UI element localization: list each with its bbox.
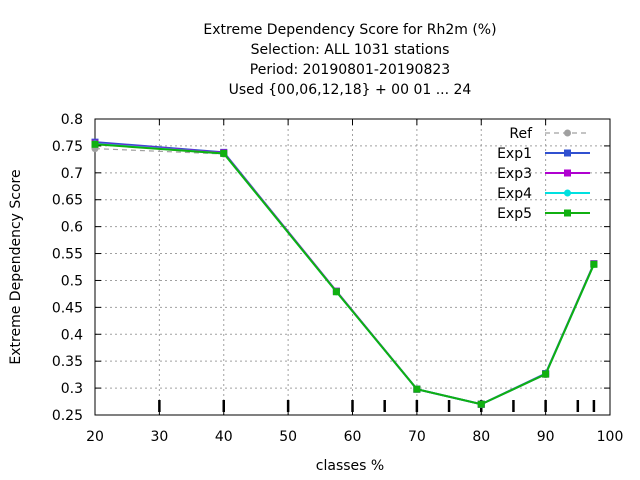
chart-title-line-1: Extreme Dependency Score for Rh2m (%) — [203, 22, 497, 38]
data-point — [220, 149, 228, 157]
legend-item-exp3: Exp3 — [497, 166, 590, 182]
series-ref — [91, 145, 598, 408]
legend-label: Exp1 — [497, 146, 532, 162]
data-point — [477, 400, 485, 408]
data-point — [564, 209, 571, 217]
y-tick-label: 0.5 — [61, 273, 83, 289]
y-tick-label: 0.35 — [52, 354, 83, 370]
x-tick-label: 50 — [279, 429, 297, 445]
x-axis-label: classes % — [316, 458, 384, 474]
data-point — [590, 260, 598, 268]
series-line — [94, 143, 595, 406]
y-tick-label: 0.3 — [61, 381, 83, 397]
legend-item-exp1: Exp1 — [497, 146, 590, 162]
x-tick-label: 60 — [344, 429, 362, 445]
x-tick-label: 20 — [86, 429, 104, 445]
y-tick-label: 0.8 — [61, 112, 83, 128]
y-tick-label: 0.45 — [52, 300, 83, 316]
data-point — [564, 189, 571, 197]
legend: Ref Exp1 Exp3 Exp4 Exp5 — [497, 126, 590, 222]
data-point — [564, 129, 571, 137]
series-exp5 — [91, 140, 598, 408]
legend-label: Exp5 — [497, 206, 532, 222]
legend-item-exp5: Exp5 — [497, 206, 590, 222]
x-tick-label: 40 — [215, 429, 233, 445]
chart-title-line-2: Selection: ALL 1031 stations — [250, 42, 450, 58]
legend-item-ref: Ref — [509, 126, 590, 142]
x-tick-label: 70 — [408, 429, 426, 445]
y-tick-label: 0.7 — [61, 166, 83, 182]
chart-title-line-3: Period: 20190801-20190823 — [249, 62, 451, 78]
data-point — [564, 149, 571, 157]
chart-title-line-4: Used {00,06,12,18} + 00 01 ... 24 — [228, 82, 472, 98]
y-tick-label: 0.4 — [61, 327, 83, 343]
axis-ticks: 0.25 0.3 0.35 0.4 0.45 0.5 0.55 0.6 0.65 0.7 0.75 0… — [52, 112, 624, 445]
series-line — [94, 142, 595, 406]
bottom-marks — [158, 400, 596, 412]
data-point — [91, 140, 99, 148]
y-tick-label: 0.55 — [52, 247, 83, 263]
y-axis-label: Extreme Dependency Score — [8, 169, 24, 364]
y-tick-label: 0.75 — [52, 139, 83, 155]
y-tick-label: 0.25 — [52, 408, 83, 424]
data-point — [332, 288, 340, 296]
x-tick-label: 30 — [150, 429, 168, 445]
legend-label: Exp4 — [497, 186, 532, 202]
grid — [95, 119, 610, 415]
y-tick-label: 0.6 — [61, 220, 83, 236]
data-point — [542, 370, 550, 378]
x-tick-label: 80 — [472, 429, 490, 445]
series-line — [94, 142, 595, 406]
series-lines — [91, 138, 598, 408]
x-tick-label: 90 — [537, 429, 555, 445]
legend-label: Ref — [509, 126, 533, 142]
legend-label: Exp3 — [497, 166, 532, 182]
data-point — [413, 385, 421, 393]
data-point — [564, 169, 571, 177]
legend-item-exp4: Exp4 — [497, 186, 590, 202]
y-tick-label: 0.65 — [52, 193, 83, 209]
x-tick-label: 100 — [597, 429, 624, 445]
